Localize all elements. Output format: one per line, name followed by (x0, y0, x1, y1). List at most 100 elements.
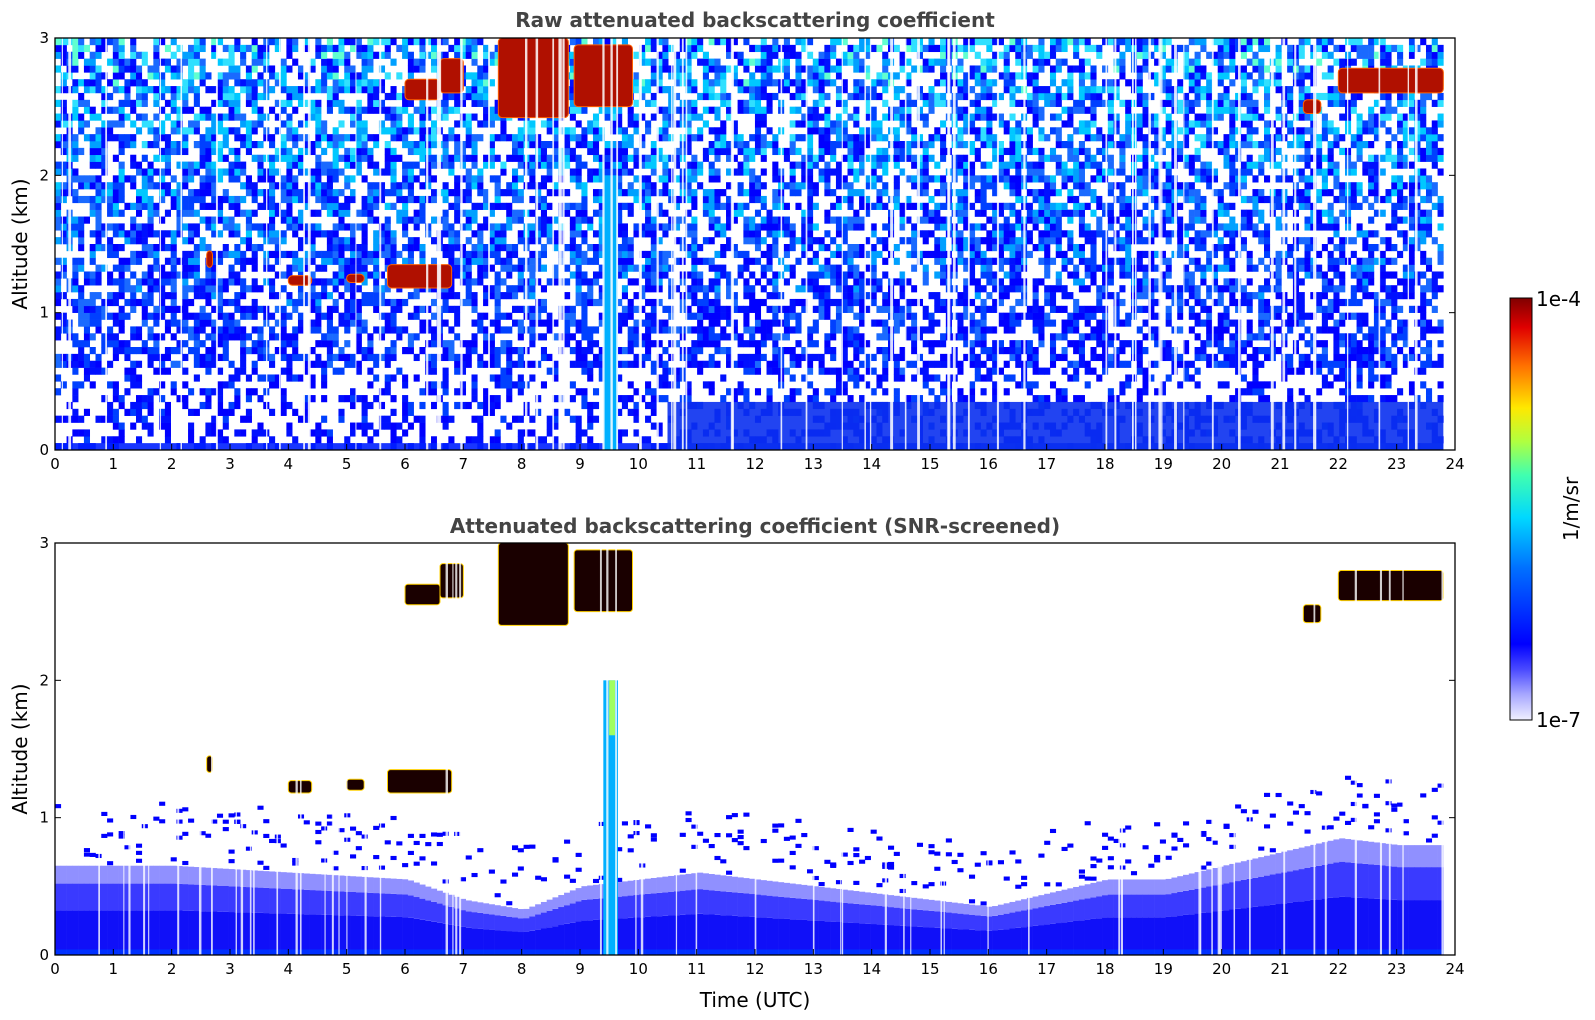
heatmap-cell (216, 367, 224, 375)
heatmap-cell (164, 305, 171, 313)
heatmap-cell (350, 305, 357, 313)
heatmap-cell (824, 271, 831, 279)
heatmap-cell (749, 326, 756, 334)
heatmap-cell (807, 113, 814, 121)
heatmap-cell (303, 141, 310, 149)
heatmap-cell (662, 38, 669, 46)
heatmap-cell (83, 182, 91, 190)
heatmap-cell (55, 38, 62, 46)
heatmap-cell (754, 367, 762, 375)
heatmap-cell (60, 326, 67, 334)
heatmap-cell (575, 271, 582, 279)
heatmap-cell (506, 216, 513, 224)
heatmap-cell (378, 79, 386, 87)
heatmap-cell (176, 223, 183, 231)
heatmap-cell (772, 250, 779, 259)
heatmap-cell (708, 223, 715, 231)
heatmap-cell (251, 51, 258, 59)
heatmap-cell (714, 230, 721, 238)
heatmap-cell (205, 360, 212, 368)
heatmap-cell (511, 182, 519, 190)
raw-backscatter-panel: Raw attenuated backscattering coefficien… (8, 8, 1465, 473)
heatmap-cell (130, 285, 137, 293)
heatmap-cell (592, 127, 600, 135)
heatmap-cell (407, 257, 414, 265)
heatmap-cell (280, 326, 287, 334)
heatmap-cell (847, 223, 854, 231)
heatmap-cell (697, 168, 704, 176)
heatmap-cell (338, 292, 345, 300)
heatmap-cell (807, 79, 814, 87)
heatmap-cell (627, 312, 634, 320)
heatmap-cell (373, 257, 380, 265)
heatmap-cell (245, 44, 252, 53)
heatmap-cell (650, 326, 657, 334)
heatmap-cell (390, 147, 397, 156)
heatmap-cell (286, 86, 293, 94)
heatmap-cell (182, 292, 189, 300)
heatmap-cell (251, 278, 258, 286)
heatmap-cell (315, 360, 322, 368)
heatmap-cell (708, 209, 715, 217)
heatmap-cell (841, 347, 848, 355)
heatmap-cell (853, 264, 860, 272)
heatmap-cell (697, 257, 704, 265)
heatmap-cell (529, 154, 536, 162)
heatmap-cell (697, 305, 704, 313)
heatmap-cell (835, 367, 843, 375)
heatmap-cell (193, 250, 200, 259)
heatmap-cell (199, 106, 206, 114)
heatmap-cell (587, 216, 594, 224)
heatmap-cell (182, 182, 189, 190)
heatmap-cell (783, 223, 790, 231)
heatmap-cell (95, 182, 102, 190)
heatmap-cell (315, 195, 322, 204)
heatmap-cell (326, 189, 333, 197)
heatmap-cell (141, 305, 148, 313)
heatmap-cell (269, 292, 276, 300)
heatmap-cell (361, 408, 368, 416)
heatmap-cell (72, 147, 79, 156)
heatmap-cell (95, 195, 102, 204)
heatmap-cell (546, 353, 553, 362)
heatmap-cell (350, 175, 357, 183)
heatmap-cell (407, 127, 414, 135)
heatmap-cell (454, 99, 461, 107)
heatmap-cell (633, 408, 640, 416)
heatmap-cell (673, 374, 681, 382)
heatmap-cell (662, 113, 669, 121)
heatmap-cell (859, 44, 866, 53)
heatmap-cell (384, 360, 391, 368)
heatmap-cell (801, 223, 808, 231)
heatmap-cell (731, 216, 738, 224)
heatmap-cell (297, 285, 305, 293)
heatmap-cell (673, 106, 681, 114)
heatmap-cell (135, 79, 143, 87)
heatmap-cell (240, 367, 247, 375)
heatmap-cell (708, 141, 715, 149)
heatmap-cell (662, 106, 669, 114)
heatmap-cell (743, 106, 750, 114)
heatmap-cell (361, 278, 368, 286)
heatmap-cell (164, 134, 171, 142)
heatmap-cell (494, 285, 501, 293)
heatmap-cell (344, 353, 351, 362)
heatmap-cell (633, 79, 640, 87)
heatmap-cell (176, 92, 183, 101)
heatmap-cell (280, 285, 287, 293)
heatmap-cell (130, 237, 137, 245)
heatmap-cell (749, 333, 756, 341)
heatmap-cell (124, 312, 131, 320)
heatmap-cell (465, 264, 472, 272)
heatmap-cell (251, 189, 258, 197)
heatmap-cell (743, 154, 750, 162)
heatmap-cell (355, 395, 362, 403)
heatmap-cell (216, 381, 224, 389)
heatmap-cell (656, 340, 663, 348)
heatmap-cell (89, 305, 96, 313)
heatmap-cell (847, 182, 854, 190)
heatmap-cell (864, 51, 871, 59)
heatmap-cell (818, 154, 825, 162)
heatmap-cell (286, 340, 293, 348)
heatmap-cell (616, 223, 623, 231)
